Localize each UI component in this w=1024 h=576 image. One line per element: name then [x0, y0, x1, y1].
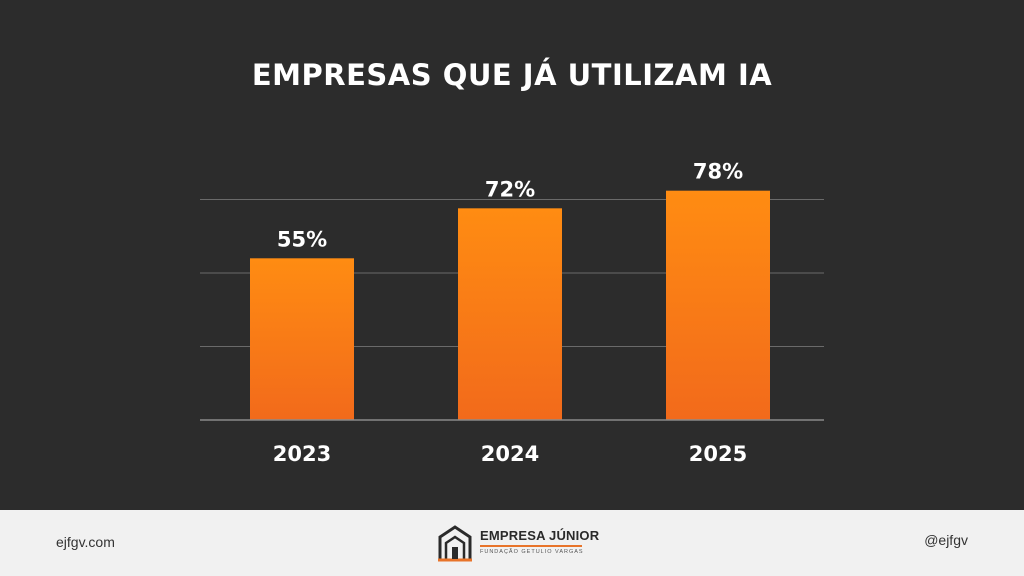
- chart-title: EMPRESAS QUE JÁ UTILIZAM IA: [251, 58, 773, 92]
- website-link[interactable]: ejfgv.com: [56, 534, 115, 550]
- data-label-2023: 55%: [277, 227, 327, 251]
- x-tick-label-2025: 2025: [689, 442, 747, 466]
- x-tick-label-2023: 2023: [273, 442, 331, 466]
- building-logo-icon: [438, 525, 472, 562]
- logo-name: EMPRESA JÚNIOR: [480, 528, 600, 543]
- empresa-junior-logo: EMPRESA JÚNIOR FUNDAÇÃO GETULIO VARGAS: [436, 521, 600, 565]
- x-tick-label-2024: 2024: [481, 442, 539, 466]
- footer: ejfgv.com EMPRESA JÚNIOR FUNDAÇÃO GETULI…: [0, 510, 1024, 576]
- bar-2025: [666, 190, 770, 420]
- logo-subtitle: FUNDAÇÃO GETULIO VARGAS: [480, 549, 584, 555]
- slide: EMPRESAS QUE JÁ UTILIZAM IA 55% 2023 72% 20…: [200, 58, 824, 466]
- logo-divider: [480, 545, 582, 547]
- bar-2023: [250, 258, 354, 420]
- bar-2024: [458, 208, 562, 420]
- data-label-2025: 78%: [693, 160, 743, 184]
- bar-chart: 55% 2023 72% 2024 78% 2025: [200, 160, 824, 466]
- data-label-2024: 72%: [485, 177, 535, 201]
- social-handle[interactable]: @ejfgv: [924, 532, 968, 548]
